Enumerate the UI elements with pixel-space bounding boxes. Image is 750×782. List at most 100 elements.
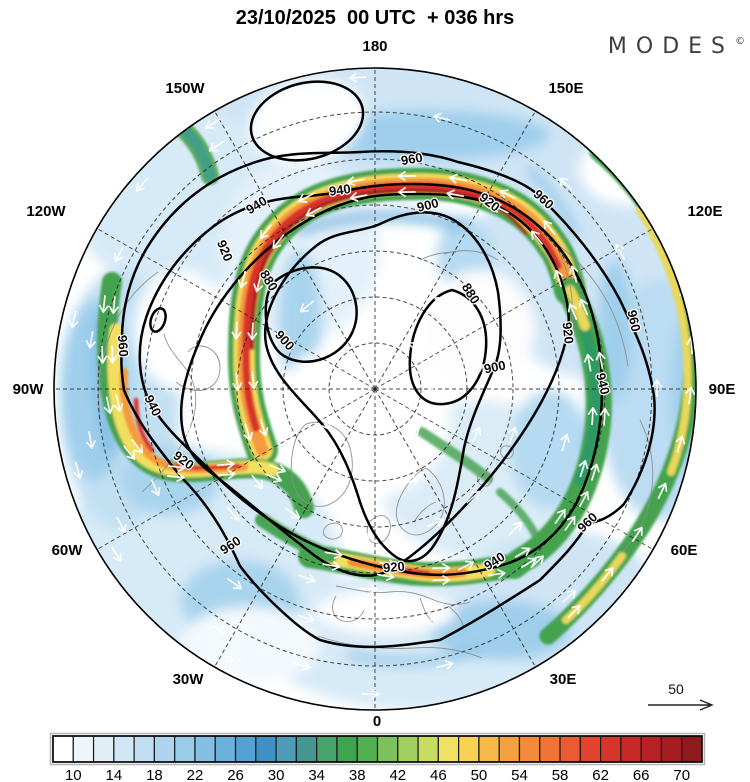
wind-arrow-icon [397,186,416,198]
wind-arrow-icon [248,371,259,390]
colorbar-tick: 42 [389,767,406,782]
contour-label: 960 [624,309,643,333]
wind-arrow-icon [328,477,346,487]
colorbar-cell [295,735,318,763]
colorbar-outer-frame [49,732,706,766]
copyright-mark-icon: © [735,36,745,47]
wind-arrow-icon [530,230,544,245]
wind-arrow-icon [268,464,286,474]
wind-arrow-icon [595,351,606,370]
wind-arrow-icon [322,560,341,571]
colorbar-cell [133,735,156,763]
wind-arrow-icon [97,345,108,364]
map-boundary [53,67,697,711]
wind-arrow-icon [578,459,589,478]
wind-arrow-icon [562,589,577,603]
wind-arrow-icon [446,189,465,200]
colorbar-cell [316,735,338,763]
wind-arrow-icon [499,189,516,200]
wind-arrow-icon [226,577,243,590]
wind-arrow-icon [507,426,518,445]
wind-arrow-icon [432,574,451,586]
wind-arrow-icon [354,531,372,542]
wind-arrow-icon [631,526,643,543]
wind-arrow-icon [107,345,118,364]
wind-arrow-icon [449,173,467,184]
meridian-line [374,110,536,390]
wind-arrow-icon [487,568,506,580]
colorbar-cell [437,735,460,763]
wind-arrow-icon [73,461,84,479]
wind-arrow-icon [568,265,579,283]
wind-arrow-icon [324,548,343,560]
wind-arrow-icon [554,508,566,525]
meridian-line [96,388,376,550]
colorbar-cell [113,735,135,763]
colorbar-cell [498,735,521,763]
wind-arrow-icon [253,274,264,293]
wind-arrow-icon [558,177,573,191]
wind-arrow-icon [374,276,393,287]
wind-arrow-icon [420,615,439,626]
wind-arrow-icon [85,330,97,349]
wind-arrow-icon [221,404,232,423]
wind-arrow-icon [457,560,475,571]
colorbar-cell [681,735,703,763]
wind-arrow-icon [130,438,144,454]
wind-arrow-icon [617,517,629,534]
wind-arrow-icon [217,651,235,662]
longitude-label-90E: 90E [709,381,736,398]
wind-arrow-icon [405,426,421,440]
wind-arrow-icon [167,461,186,473]
contour-label: 920 [382,559,405,576]
contour-label: 960 [115,335,131,358]
wind-arrow-icon [402,475,420,486]
colorbar-cell [599,735,622,763]
wind-arrow-icon [298,573,316,584]
wind-arrow-icon [427,517,444,528]
wind-arrow-icon [471,426,482,444]
longitude-label-150E: 150E [548,80,583,97]
colorbar-tick: 18 [146,767,163,782]
wind-arrow-icon [135,177,149,192]
wind-arrow-icon [349,191,368,203]
wind-arrow-icon [85,431,96,449]
latitude-circle [236,250,514,528]
wind-arrow-icon [599,407,610,426]
wind-arrow-icon [98,295,110,314]
wind-arrow-icon [601,567,614,582]
colorbar-tick: 10 [65,767,82,782]
wind-arrow-icon [361,688,380,700]
colorbar-cell [72,735,95,763]
wind-arrow-icon [290,103,308,114]
colorbar-cell [376,735,399,763]
colorbar-tick: 70 [673,767,690,782]
wind-reference-arrow-icon [648,699,714,711]
colorbar-border [52,735,703,763]
wind-arrow-icon [216,459,235,470]
colorbar-tick: 46 [430,767,447,782]
wind-arrow-icon [116,516,127,534]
modes-logo: MODES© [608,34,745,59]
wind-arrow-icon [114,245,125,263]
meridian-line [214,388,376,668]
colorbar-tick: 54 [511,767,528,782]
wind-arrow-icon [651,379,663,397]
colorbar-cell [234,735,257,763]
wind-arrow-icon [432,112,451,123]
wind-arrow-icon [567,604,581,619]
wind-arrow-icon [543,220,556,235]
colorbar-cell [275,735,297,763]
colorbar-cell [214,735,237,763]
wind-arrow-icon [204,118,221,129]
longitude-label-120W: 120W [26,203,66,220]
wind-arrow-icon [110,546,122,563]
wind-arrow-icon [520,557,537,569]
wind-arrow-icon [232,372,243,391]
colorbar-cell [194,735,216,763]
colorbar-cell [478,735,500,763]
wind-speed-shading [60,68,696,710]
longitude-label-0: 0 [373,713,381,730]
longitude-labels: 180 150W 150E 120W 120E 90W 90E 60W 60E 30W 30E 0 [13,38,736,730]
colorbar-tick: 50 [471,767,488,782]
